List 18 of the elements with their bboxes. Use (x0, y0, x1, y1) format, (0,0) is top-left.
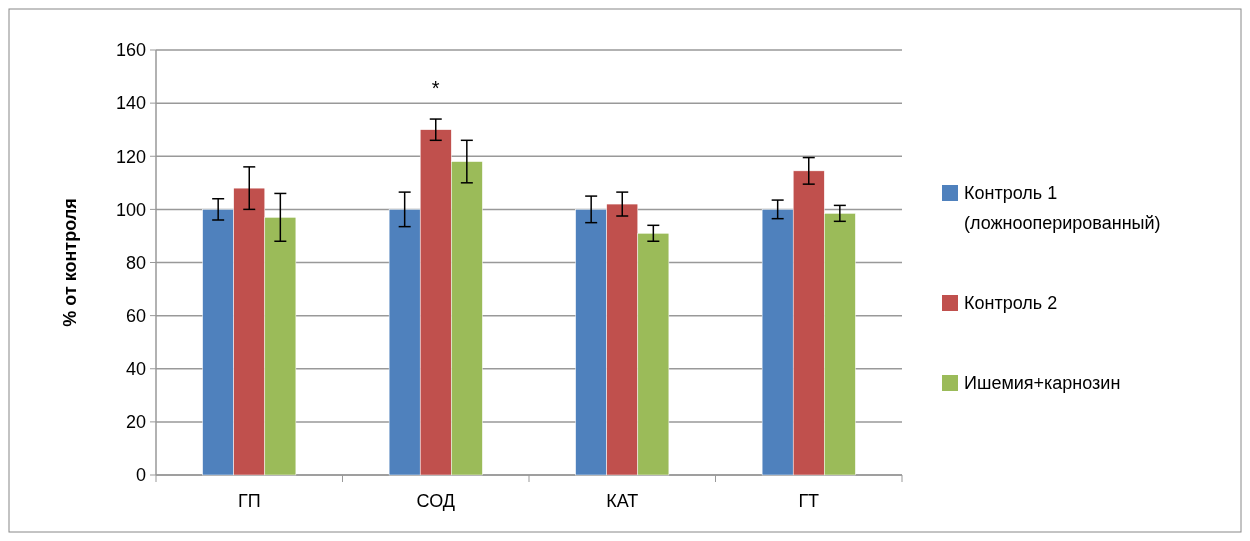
x-tick-label: ГП (237, 491, 261, 511)
x-tick-label: СОД (416, 491, 455, 511)
y-tick-label: 140 (115, 93, 146, 114)
legend-label: Контроль 1 (ложнооперированный) (964, 183, 1161, 234)
annotation: * (431, 76, 440, 99)
y-axis-title: % от контроля (60, 198, 80, 327)
y-tick-label: 20 (125, 412, 146, 433)
y-tick-label: 60 (125, 305, 146, 326)
legend-label: Контроль 2 (964, 293, 1058, 314)
x-tick-label: ГТ (798, 491, 820, 511)
y-tick-label: 40 (125, 359, 146, 380)
y-tick-label: 160 (115, 40, 146, 61)
y-tick-label: 100 (115, 199, 146, 220)
legend-label: Ишемия+карнозин (964, 373, 1121, 394)
y-tick-label: 0 (135, 465, 146, 486)
y-tick-label: 80 (125, 252, 146, 273)
x-tick-label: КАТ (606, 491, 639, 511)
y-tick-label: 120 (115, 146, 146, 167)
